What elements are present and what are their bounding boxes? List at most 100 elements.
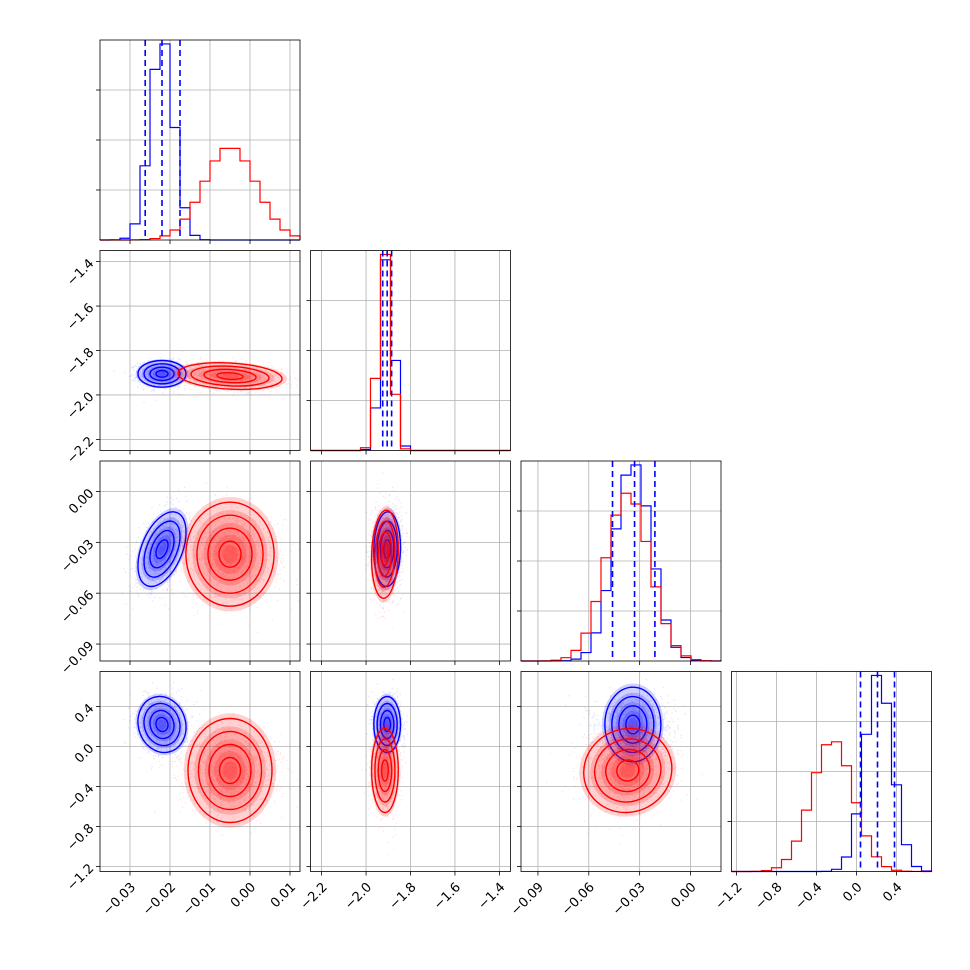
contour-red: [190, 365, 270, 387]
contour-blue: [137, 359, 187, 388]
x-tick-label: 0.0: [840, 880, 865, 905]
contour-blue: [137, 695, 187, 754]
x-tick-label: −0.4: [793, 880, 826, 913]
y-tick-label: 0.00: [66, 486, 97, 517]
x-tick-label: 0.00: [228, 880, 259, 911]
contour-red: [374, 520, 396, 588]
histogram-red: [730, 741, 933, 873]
contour-red: [377, 531, 393, 577]
panel-background: [521, 671, 721, 872]
contour-red: [218, 540, 242, 568]
scatter-points-red: [365, 472, 409, 629]
contour-red: [216, 372, 244, 381]
scatter-points-blue: [365, 486, 409, 617]
scatter-content: [113, 351, 300, 403]
density-fill-red: [382, 763, 388, 778]
density-fill-red: [203, 523, 257, 586]
scatter-points-blue: [121, 482, 207, 610]
scatter-points-blue: [122, 681, 202, 772]
contour-blue: [373, 695, 402, 754]
y-tick-label: −1.8: [64, 345, 97, 378]
scatter-content: [546, 678, 703, 844]
x-tick-label: −2.0: [342, 880, 375, 913]
density-fill-red: [620, 763, 636, 778]
contour-blue: [143, 702, 181, 747]
density-fill-blue: [141, 700, 183, 749]
x-tick-label: −0.02: [140, 880, 179, 919]
panel-border: [99, 460, 301, 662]
y-tick-label: −1.6: [64, 301, 97, 334]
scatter-panel-3-0: [96, 671, 301, 876]
contour-red: [370, 509, 399, 599]
contour-blue: [383, 539, 392, 560]
scatter-content: [361, 678, 409, 856]
contour-red: [203, 368, 257, 384]
density-fill-red: [382, 546, 388, 562]
contour-red: [207, 527, 253, 581]
histogram-panel-1: [306, 250, 511, 455]
density-fill-blue: [147, 707, 177, 742]
contour-red: [605, 748, 651, 793]
density-fill-red: [590, 734, 666, 807]
scatter-panel-2-0: [96, 460, 301, 665]
contour-blue: [143, 520, 181, 578]
histogram-panel-3: [727, 671, 933, 876]
contour-blue: [149, 529, 175, 569]
y-tick-label: −0.09: [59, 639, 98, 678]
panel-background: [100, 671, 300, 872]
y-tick-label: −1.4: [64, 256, 97, 289]
density-fill-red: [373, 516, 397, 592]
contour-red: [218, 756, 242, 785]
y-tick-label: 0.4: [72, 701, 97, 726]
contour-red: [208, 743, 252, 798]
x-tick-label: −2.2: [298, 880, 331, 913]
contour-red: [370, 727, 399, 814]
x-tick-label: −1.8: [387, 880, 420, 913]
y-tick-label: −2.0: [64, 390, 97, 423]
density-fill-red: [192, 510, 268, 599]
density-fill-blue: [147, 365, 177, 382]
contour-blue: [155, 716, 169, 733]
contour-red: [377, 748, 393, 793]
contour-red: [185, 501, 275, 607]
panel-background: [100, 461, 300, 661]
x-tick-label: 0.00: [668, 880, 699, 911]
contour-blue: [149, 366, 175, 382]
contour-blue: [137, 511, 187, 588]
panel-border: [520, 671, 722, 872]
scatter-panel-1-0: [96, 250, 301, 455]
density-fill-blue: [141, 362, 183, 386]
density-fill-blue: [384, 719, 390, 730]
x-tick-label: −0.03: [100, 880, 139, 919]
density-fill-blue: [157, 371, 167, 377]
y-tick-label: −2.2: [64, 434, 97, 467]
density-fill-blue: [616, 702, 650, 747]
contour-red: [583, 727, 673, 814]
x-tick-label: −1.2: [713, 880, 746, 913]
contour-blue: [379, 529, 395, 569]
density-fill-blue: [135, 508, 189, 591]
density-fill-red: [601, 745, 655, 796]
contour-red: [187, 717, 273, 824]
x-tick-label: 0.01: [268, 880, 299, 911]
y-tick-label: −1.2: [64, 861, 97, 894]
x-tick-label: −1.6: [431, 880, 464, 913]
density-fill-red: [194, 726, 266, 815]
density-fill-blue: [157, 542, 167, 556]
x-tick-label: −0.01: [180, 880, 219, 919]
density-fill-blue: [152, 535, 171, 564]
contour-red: [594, 738, 662, 803]
histogram-panel-0: [96, 39, 301, 244]
density-fill-red: [220, 373, 240, 379]
y-tick-label: −0.8: [64, 821, 97, 854]
contour-blue: [155, 369, 169, 378]
y-tick-label: 0.0: [72, 741, 97, 766]
contour-red: [177, 362, 283, 391]
density-fill-red: [204, 739, 256, 802]
scatter-content: [121, 482, 300, 633]
x-tick-label: −0.8: [753, 880, 786, 913]
scatter-points-blue: [113, 351, 200, 403]
y-tick-label: −0.06: [59, 588, 98, 627]
scatter-content: [122, 681, 300, 836]
